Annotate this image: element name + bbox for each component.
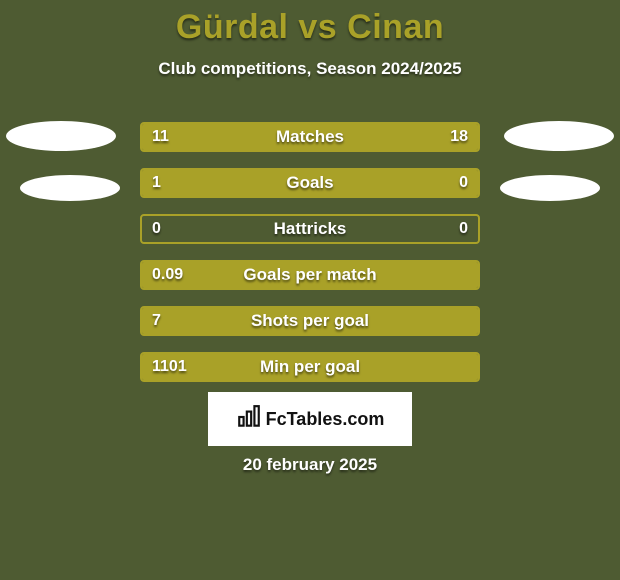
site-logo: FcTables.com xyxy=(236,404,385,435)
title-player-right: Cinan xyxy=(347,8,444,46)
player-left-club-avatar xyxy=(20,175,120,201)
subtitle: Club competitions, Season 2024/2025 xyxy=(0,59,620,79)
metric-label: Goals per match xyxy=(142,262,478,288)
metric-row: 1101Min per goal xyxy=(140,352,480,382)
page-title: Gürdal vs Cinan xyxy=(0,0,620,47)
chart-icon xyxy=(236,404,262,435)
player-right-avatar xyxy=(504,121,614,151)
metric-row: 10Goals xyxy=(140,168,480,198)
comparison-infographic: Gürdal vs Cinan Club competitions, Seaso… xyxy=(0,0,620,580)
logo-text: FcTables.com xyxy=(266,409,385,430)
player-left-avatar xyxy=(6,121,116,151)
title-vs: vs xyxy=(288,8,347,46)
metric-row: 0.09Goals per match xyxy=(140,260,480,290)
logo-box: FcTables.com xyxy=(208,392,412,446)
metric-bars: 1118Matches 10Goals 00Hattricks 0.09Goals p… xyxy=(140,122,480,398)
player-right-club-avatar xyxy=(500,175,600,201)
metric-label: Matches xyxy=(142,124,478,150)
metric-label: Goals xyxy=(142,170,478,196)
metric-label: Min per goal xyxy=(142,354,478,380)
metric-row: 7Shots per goal xyxy=(140,306,480,336)
metric-row: 00Hattricks xyxy=(140,214,480,244)
metric-row: 1118Matches xyxy=(140,122,480,152)
metric-label: Hattricks xyxy=(142,216,478,242)
title-player-left: Gürdal xyxy=(176,8,289,46)
date-caption: 20 february 2025 xyxy=(0,455,620,475)
metric-label: Shots per goal xyxy=(142,308,478,334)
